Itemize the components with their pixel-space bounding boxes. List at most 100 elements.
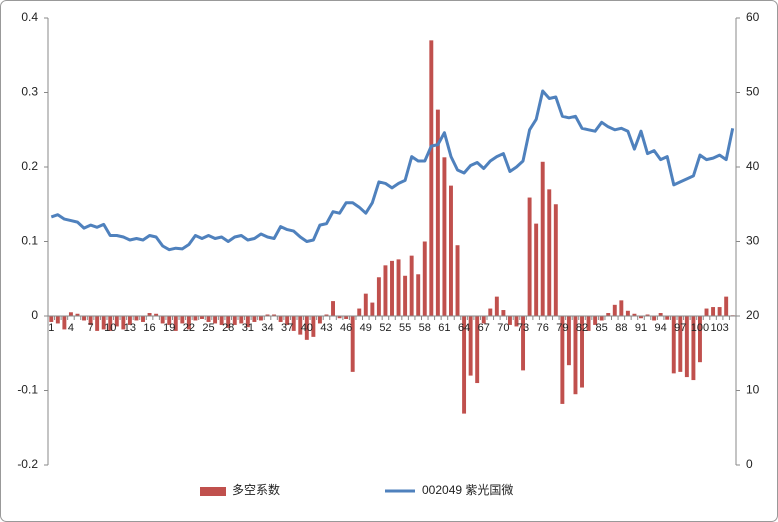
bar xyxy=(547,189,552,316)
bar xyxy=(599,316,604,321)
bar xyxy=(462,316,467,414)
bar xyxy=(376,277,381,316)
x-tick-label: 70 xyxy=(497,322,509,334)
x-tick-label: 85 xyxy=(596,322,608,334)
y-tick-label: -0.2 xyxy=(17,457,38,471)
bar xyxy=(586,316,591,331)
bar xyxy=(521,316,526,371)
bar xyxy=(481,316,486,324)
y-tick-label: 0 xyxy=(31,308,38,322)
bar xyxy=(213,316,218,324)
bar xyxy=(514,316,519,327)
y2-tick-label: 50 xyxy=(746,85,760,99)
bar xyxy=(193,316,198,321)
y-tick-label: -0.1 xyxy=(17,383,38,397)
x-tick-label: 22 xyxy=(183,322,195,334)
bar xyxy=(291,316,296,331)
line xyxy=(50,89,735,252)
bar xyxy=(226,316,231,328)
bar xyxy=(95,316,100,331)
y2-tick-label: 10 xyxy=(746,383,760,397)
bar xyxy=(82,316,87,321)
bar xyxy=(678,316,683,372)
x-tick-label: 34 xyxy=(261,322,273,334)
x-tick-label: 73 xyxy=(517,322,529,334)
x-tick-label: 100 xyxy=(691,322,709,334)
x-tick-label: 91 xyxy=(635,322,647,334)
bar xyxy=(245,316,250,328)
bar xyxy=(278,316,283,322)
bar xyxy=(357,308,362,316)
bar xyxy=(442,157,447,316)
legend-label: 002049 紫光国微 xyxy=(422,483,513,497)
bar xyxy=(304,316,309,340)
y2-tick-label: 40 xyxy=(746,159,760,173)
bar xyxy=(652,316,657,321)
bar xyxy=(573,316,578,395)
x-tick-label: 94 xyxy=(655,322,667,334)
x-tick-label: 19 xyxy=(163,322,175,334)
bar xyxy=(331,301,335,316)
bar xyxy=(429,40,434,316)
bar xyxy=(383,265,388,316)
bar xyxy=(724,296,729,316)
y2-tick-label: 60 xyxy=(746,10,760,24)
x-tick-label: 43 xyxy=(320,322,332,334)
bar xyxy=(396,259,401,316)
bar xyxy=(422,241,427,316)
bar xyxy=(298,316,303,335)
x-tick-label: 67 xyxy=(478,322,490,334)
bar xyxy=(75,313,80,316)
y-tick-label: 0.1 xyxy=(21,234,38,248)
bar xyxy=(62,316,67,330)
bar xyxy=(258,316,263,321)
x-tick-label: 10 xyxy=(104,322,116,334)
bar xyxy=(101,316,106,330)
bar xyxy=(560,316,565,404)
bar xyxy=(494,296,499,316)
bar xyxy=(606,313,611,316)
bar xyxy=(645,314,650,316)
bar xyxy=(409,255,414,316)
bar xyxy=(370,302,375,316)
bar xyxy=(147,313,152,316)
bar xyxy=(252,316,257,322)
bar xyxy=(337,316,342,319)
bar xyxy=(141,316,145,322)
x-tick-label: 49 xyxy=(360,322,372,334)
x-tick-label: 88 xyxy=(615,322,627,334)
bar xyxy=(121,316,126,330)
bar xyxy=(639,316,643,319)
x-tick-label: 79 xyxy=(556,322,568,334)
bar xyxy=(265,314,270,316)
x-tick-label: 82 xyxy=(576,322,588,334)
bar xyxy=(625,310,630,316)
bar xyxy=(553,204,558,316)
bar xyxy=(527,197,532,316)
y-tick-label: 0.2 xyxy=(21,159,38,173)
bar xyxy=(167,316,172,325)
y2-tick-label: 0 xyxy=(746,457,753,471)
bar xyxy=(455,245,460,316)
bar xyxy=(717,307,722,316)
x-tick-label: 28 xyxy=(222,322,234,334)
bar xyxy=(671,316,676,374)
bar xyxy=(684,316,689,378)
x-tick-label: 7 xyxy=(88,322,94,334)
bar xyxy=(566,316,571,366)
x-tick-label: 1 xyxy=(48,322,54,334)
bar xyxy=(108,316,113,331)
y-tick-label: 0.4 xyxy=(21,10,38,24)
bar xyxy=(488,308,493,316)
y2-tick-label: 20 xyxy=(746,308,760,322)
bar xyxy=(363,293,368,316)
bar xyxy=(55,316,60,324)
bar xyxy=(160,316,165,324)
bar xyxy=(691,316,696,381)
bar xyxy=(324,314,329,316)
bar xyxy=(186,316,191,330)
bar xyxy=(219,316,224,325)
bar xyxy=(154,313,159,316)
bar xyxy=(540,161,545,316)
